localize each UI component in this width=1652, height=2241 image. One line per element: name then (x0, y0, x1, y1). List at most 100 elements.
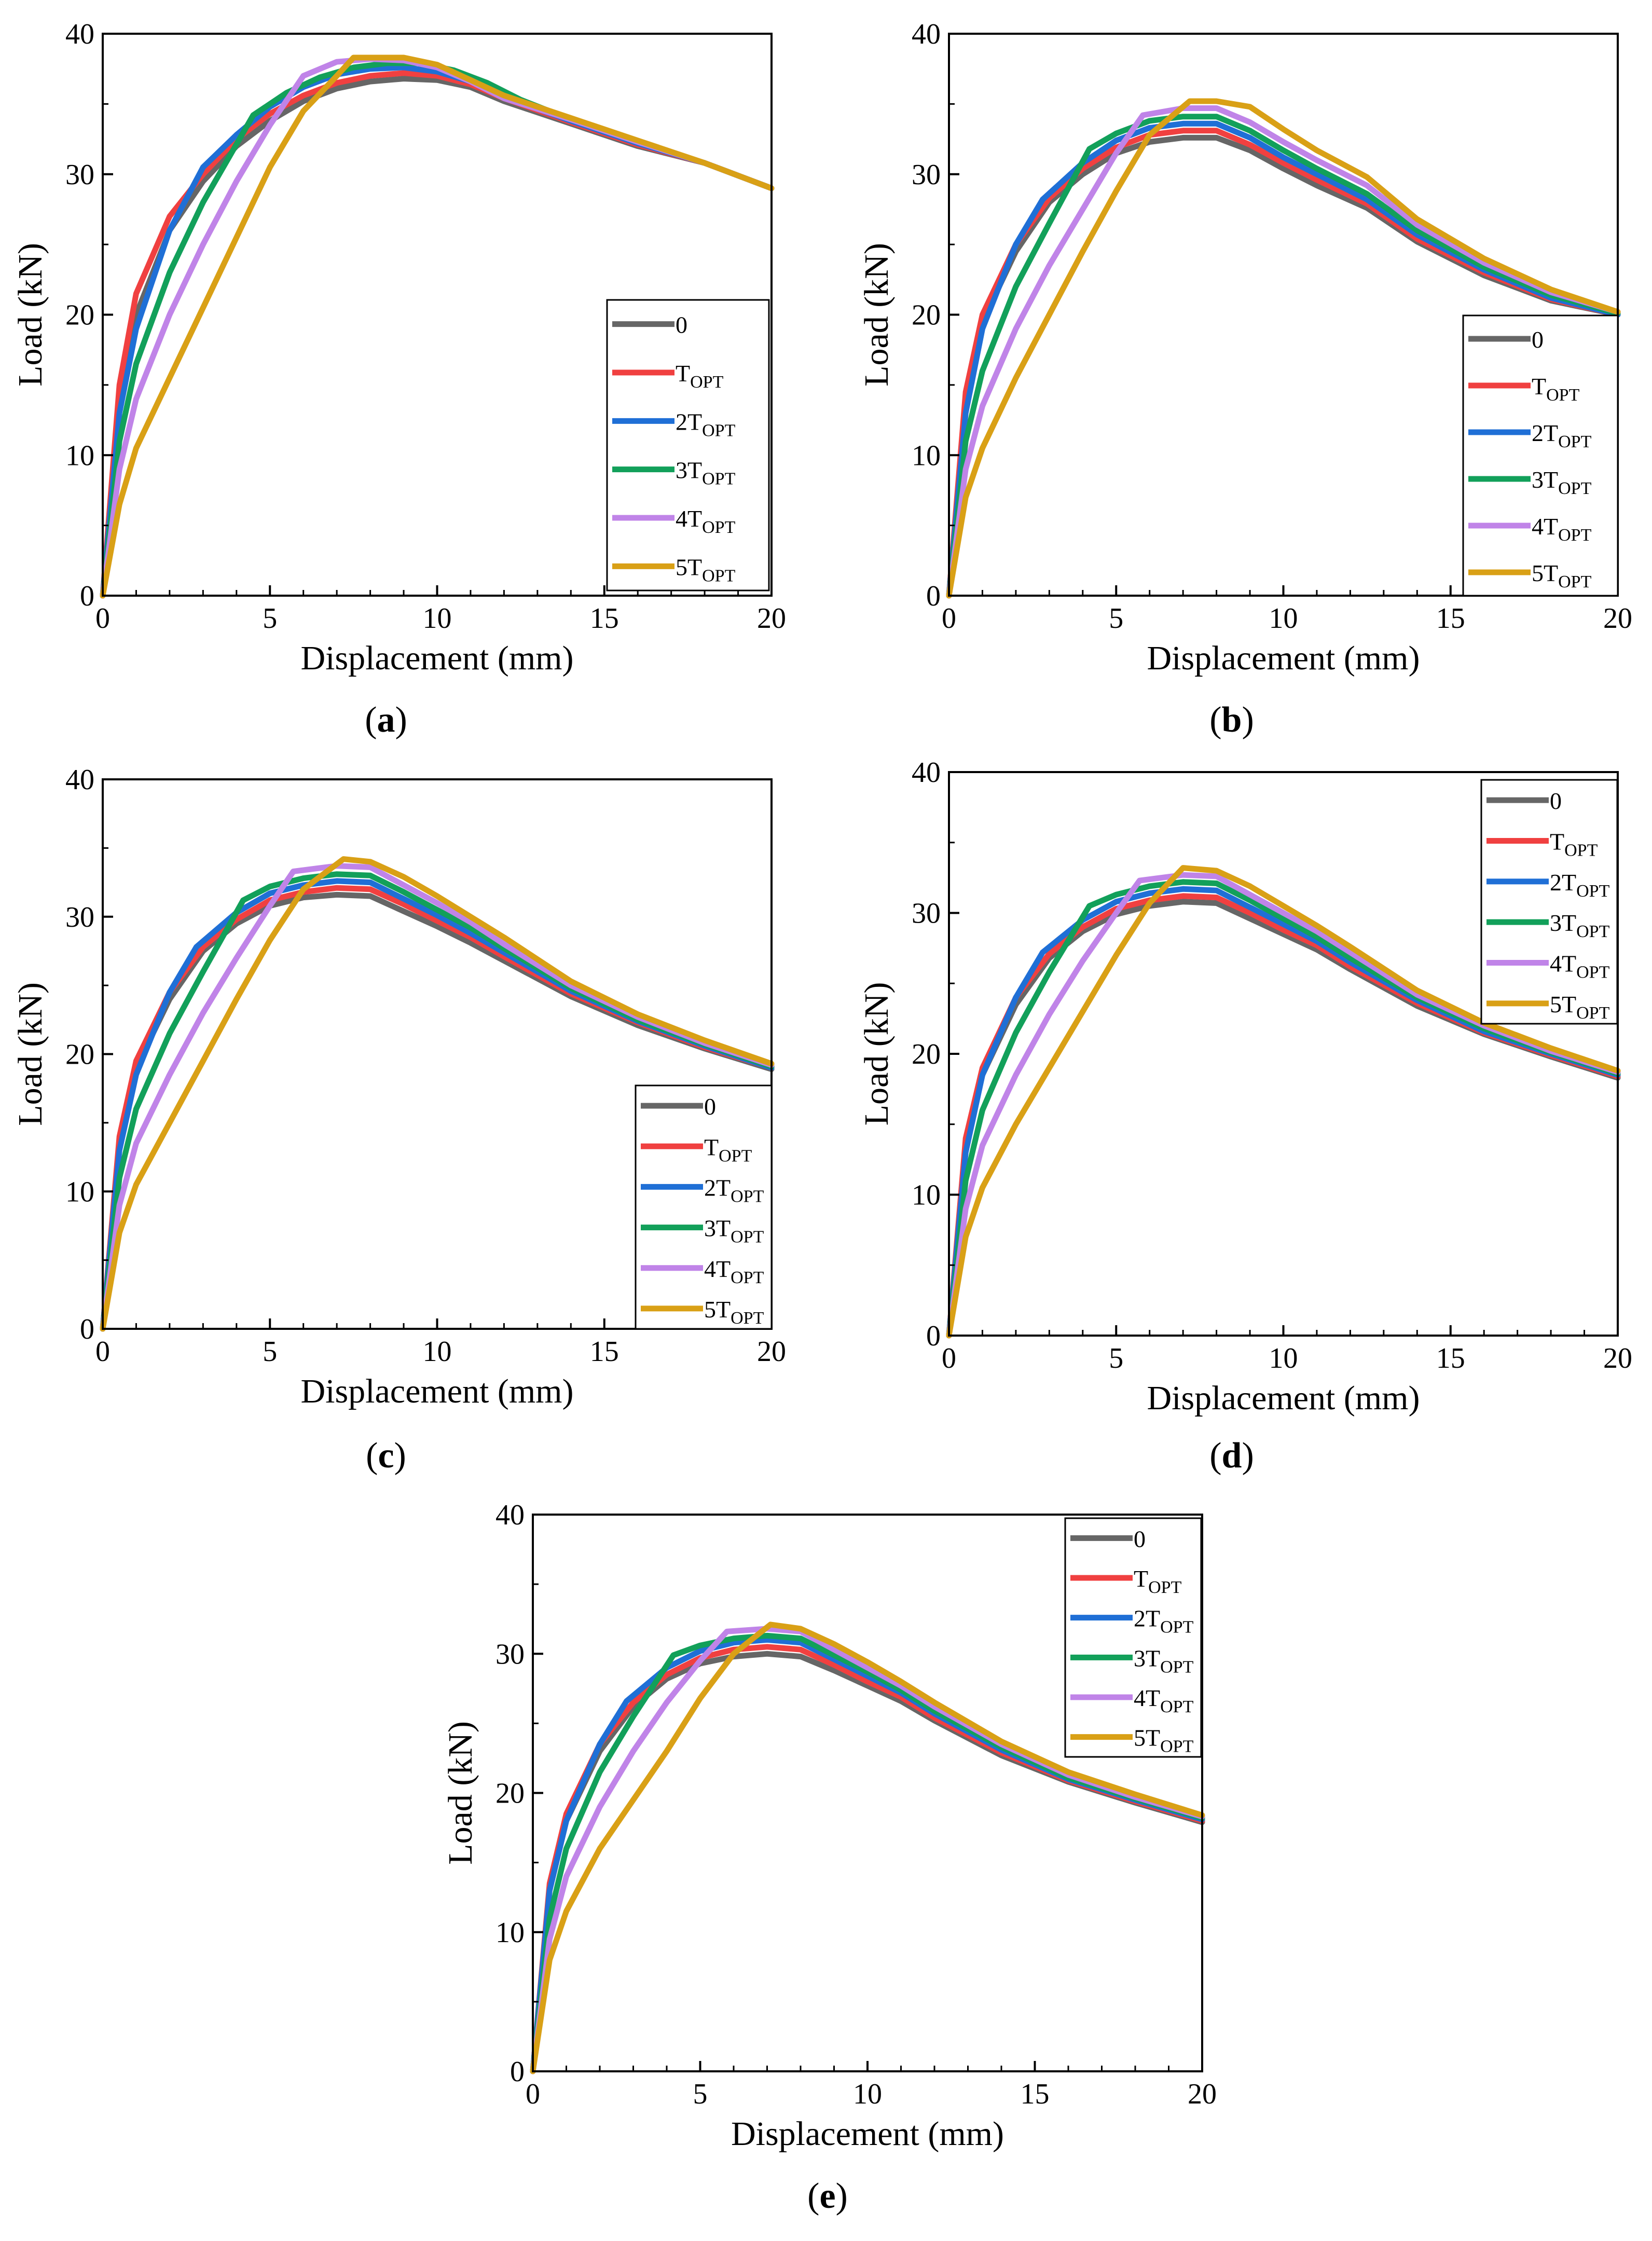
legend-label-main: 3T (1134, 1645, 1160, 1671)
legend-label-main: 4T (1532, 513, 1558, 540)
legend-label-3T: 3TOPT (1550, 910, 1610, 941)
y-tick-label: 10 (65, 1176, 94, 1208)
legend-label-main: 0 (1550, 788, 1562, 814)
legend-label-subscript: OPT (1558, 526, 1591, 545)
caption-letter: d (1222, 1436, 1242, 1476)
legend-label-0: 0 (676, 312, 687, 338)
legend-label-4T: 4TOPT (676, 505, 736, 537)
y-axis-title: Load (kN) (11, 982, 49, 1126)
x-tick-label: 10 (423, 1336, 452, 1368)
legend-label-main: T (1550, 829, 1564, 855)
y-tick-label: 0 (926, 580, 941, 612)
legend-label-subscript: OPT (1576, 963, 1609, 982)
y-tick-label: 0 (926, 1320, 941, 1352)
x-tick-label: 5 (1109, 1342, 1123, 1374)
legend-label-main: T (1532, 373, 1546, 400)
x-tick-label: 15 (1021, 2078, 1050, 2110)
legend-label-T: TOPT (1134, 1565, 1182, 1597)
series-line-4T-b (946, 105, 1621, 599)
caption-open: ( (1209, 700, 1221, 740)
legend-label-4T: 4TOPT (1532, 513, 1592, 545)
legend-label-main: 0 (1134, 1525, 1146, 1552)
legend-label-main: 0 (1532, 326, 1544, 353)
legend-label-3T: 3TOPT (1532, 466, 1592, 498)
legend-label-0: 0 (704, 1093, 716, 1120)
y-tick-label: 30 (912, 159, 941, 191)
x-tick-label: 5 (1109, 602, 1123, 635)
legend-label-main: 2T (704, 1174, 731, 1201)
legend-label-2T: 2TOPT (1532, 420, 1592, 451)
legend-label-main: 4T (704, 1256, 731, 1282)
chart-panel-e: 0 5 10 15 20 0 10 20 30 40 Displacement (mm) Load (… (442, 1499, 1217, 2216)
legend-label-T: TOPT (676, 360, 724, 392)
y-tick-label: 30 (912, 898, 941, 930)
legend-label-subscript: OPT (731, 1309, 764, 1328)
legend-label-main: 4T (1550, 951, 1576, 977)
legend-label-subscript: OPT (1160, 1737, 1193, 1756)
x-tick-label: 20 (757, 1336, 786, 1368)
legend-label-main: 2T (1550, 869, 1576, 896)
legend-label-subscript: OPT (702, 470, 735, 489)
caption-letter: c (378, 1436, 394, 1476)
y-axis-title: Load (kN) (858, 982, 896, 1126)
legend-box (1480, 779, 1618, 1025)
legend-label-subscript: OPT (1576, 1003, 1609, 1023)
series-line-3T-b (946, 114, 1621, 599)
legend-label-5T: 5TOPT (1134, 1725, 1194, 1756)
y-axis-title: Load (kN) (11, 243, 49, 387)
legend-label-5T: 5TOPT (704, 1296, 764, 1328)
legend-label-subscript: OPT (1576, 882, 1609, 901)
caption-letter: b (1222, 700, 1242, 740)
x-tick-label: 10 (423, 602, 452, 635)
x-tick-label: 10 (1269, 602, 1298, 635)
legend-label-2T: 2TOPT (1134, 1605, 1194, 1637)
x-tick-label: 20 (1188, 2078, 1217, 2110)
legend-label-subscript: OPT (731, 1268, 764, 1287)
series-line-5T-a (100, 54, 775, 599)
legend-label-main: T (1134, 1565, 1148, 1592)
panel-caption: (d) (1209, 1436, 1254, 1476)
legend-label-subscript: OPT (731, 1228, 764, 1247)
y-axis-title: Load (kN) (442, 1721, 479, 1865)
legend-label-3T: 3TOPT (1134, 1645, 1194, 1676)
legend-label-4T: 4TOPT (704, 1256, 764, 1287)
legend-label-3T: 3TOPT (676, 457, 736, 489)
y-tick-label: 30 (495, 1638, 525, 1670)
legend-label-main: 3T (676, 457, 702, 484)
x-tick-label: 0 (942, 1342, 956, 1374)
legend-label-4T: 4TOPT (1550, 951, 1610, 982)
y-tick-label: 40 (912, 757, 941, 789)
caption-open: ( (1209, 1436, 1221, 1476)
x-tick-label: 10 (853, 2078, 882, 2110)
caption-open: ( (365, 700, 377, 740)
chart-panel-a: 0 5 10 15 20 0 10 20 30 40 Displacement (mm) Load (… (11, 18, 786, 740)
legend-label-main: 2T (1532, 420, 1558, 446)
x-axis-title: Displacement (mm) (731, 2115, 1004, 2153)
legend-label-main: 5T (704, 1296, 731, 1323)
legend-label-subscript: OPT (690, 373, 723, 392)
caption-close: ) (1242, 700, 1254, 740)
legend-label-3T: 3TOPT (704, 1215, 764, 1247)
y-tick-label: 40 (495, 1499, 525, 1531)
y-tick-label: 30 (65, 159, 94, 191)
x-tick-label: 5 (693, 2078, 708, 2110)
legend-label-subscript: OPT (1558, 479, 1591, 498)
y-tick-label: 30 (65, 901, 94, 933)
series-line-2T-b (946, 120, 1621, 599)
legend-label-subscript: OPT (1558, 432, 1591, 451)
legend-label-main: 0 (676, 312, 687, 338)
x-axis-title: Displacement (mm) (300, 1372, 573, 1410)
x-tick-label: 15 (590, 602, 619, 635)
legend-box (1462, 314, 1619, 597)
legend-label-main: 2T (676, 408, 702, 435)
legend-label-main: T (676, 360, 690, 387)
legend-label-subscript: OPT (1546, 386, 1579, 405)
x-axis-title: Displacement (mm) (1147, 1379, 1420, 1417)
legend-label-subscript: OPT (1564, 841, 1598, 860)
legend-label-main: 2T (1134, 1605, 1160, 1632)
y-axis-title: Load (kN) (858, 243, 896, 387)
chart-panel-c: 0 5 10 15 20 0 10 20 30 40 Displacement (mm) Load (… (11, 764, 786, 1476)
x-tick-label: 0 (526, 2078, 540, 2110)
chart-panel-b: 0 5 10 15 20 0 10 20 30 40 Displacement (mm) Load (… (858, 18, 1632, 740)
